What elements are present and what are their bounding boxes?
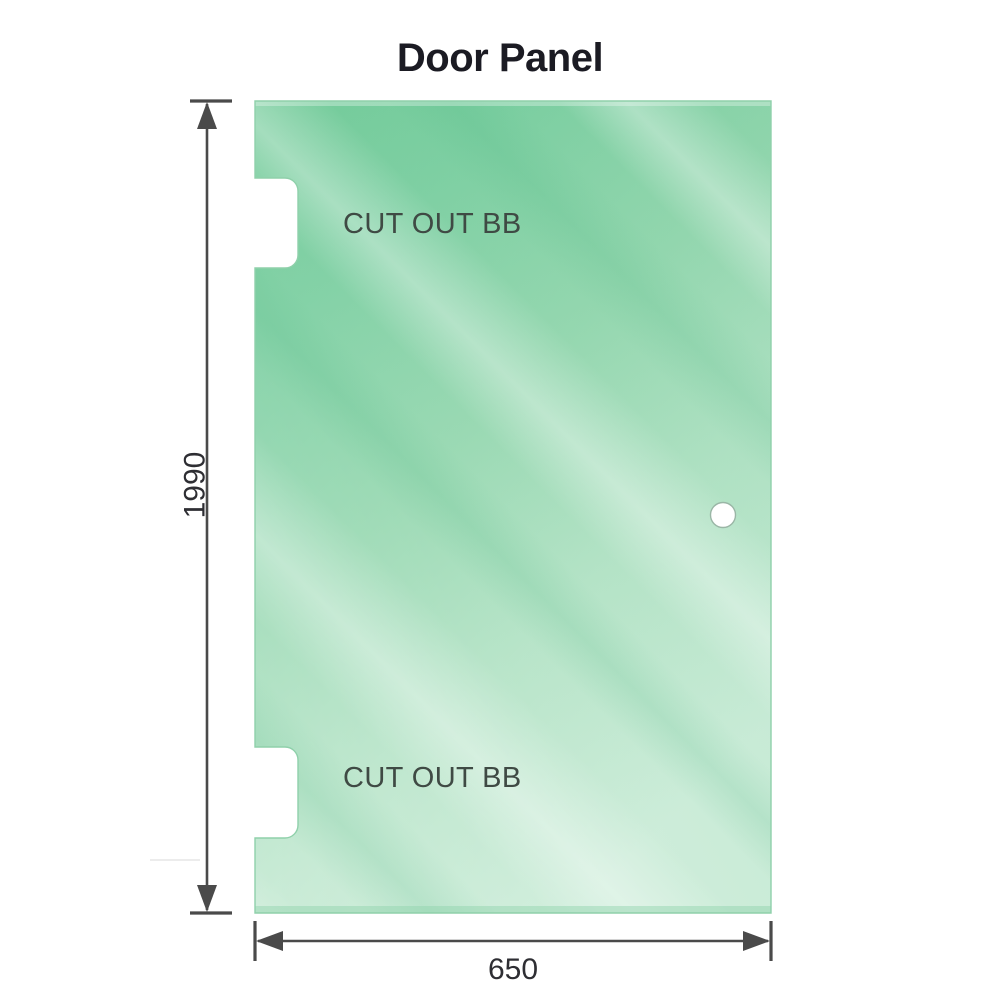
width-arrow-right — [743, 931, 770, 951]
handle-hole — [709, 501, 737, 529]
cutout-lower-label: CUT OUT BB — [343, 762, 522, 794]
page-title: Door Panel — [396, 36, 604, 80]
height-dimension-label: 1990 — [178, 451, 212, 519]
cutout-upper-label: CUT OUT BB — [343, 208, 522, 240]
width-dimension-label: 650 — [487, 953, 539, 986]
dimension-height — [150, 99, 232, 915]
height-arrow-up — [197, 102, 217, 129]
height-arrow-down — [197, 885, 217, 912]
dimension-width — [253, 921, 773, 961]
handle-hole-circle — [709, 501, 737, 529]
panel-outline — [254, 100, 772, 914]
glass-top-highlight — [255, 101, 771, 106]
glass-bottom-shade — [255, 906, 771, 913]
width-arrow-left — [256, 931, 283, 951]
